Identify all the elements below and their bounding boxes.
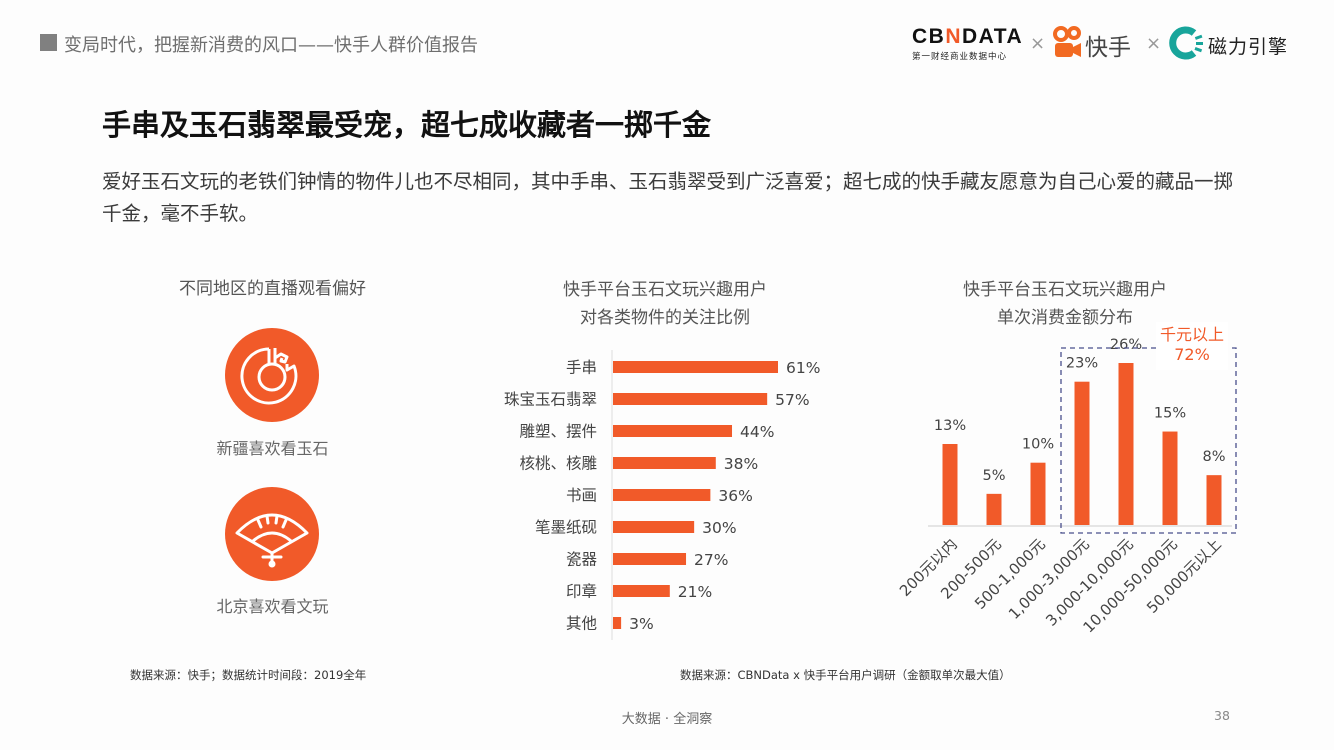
hbar-category-label: 雕塑、摆件 bbox=[519, 423, 597, 441]
hbar-category-label: 珠宝玉石翡翠 bbox=[504, 391, 597, 409]
hbar-bar bbox=[613, 457, 716, 469]
hbar-value-label: 21% bbox=[678, 583, 712, 601]
jade-pendant-icon bbox=[225, 328, 319, 422]
vbar-bar bbox=[942, 444, 958, 525]
vbar-chart-title-line1: 快手平台玉石文玩兴趣用户 bbox=[963, 280, 1167, 300]
hbar-value-label: 61% bbox=[786, 359, 820, 377]
hbar-value-label: 27% bbox=[694, 551, 728, 569]
hbar-value-label: 36% bbox=[718, 487, 752, 505]
hbar-category-label: 笔墨纸砚 bbox=[535, 519, 597, 537]
header-square-marker bbox=[40, 34, 57, 51]
hbar-category-label: 印章 bbox=[566, 583, 597, 601]
vbar-bar bbox=[1162, 431, 1178, 525]
folding-fan-icon bbox=[225, 487, 319, 581]
annotation-label: 千元以上 bbox=[1160, 325, 1224, 344]
region-label-xinjiang: 新疆喜欢看玉石 bbox=[216, 439, 329, 458]
hbar-value-label: 30% bbox=[702, 519, 736, 537]
vbar-value-label: 23% bbox=[1066, 356, 1098, 372]
kuaishou-logo-icon bbox=[1052, 26, 1084, 64]
hbar-value-label: 3% bbox=[629, 615, 654, 633]
cili-logo-text: 磁力引擎 bbox=[1208, 36, 1289, 58]
hbar-value-label: 57% bbox=[775, 391, 809, 409]
page-description: 爱好玉石文玩的老铁们钟情的物件儿也不尽相同，其中手串、玉石翡翠受到广泛喜爱；超七… bbox=[102, 170, 1234, 225]
hbar-bar bbox=[613, 361, 778, 373]
hbar-category-label: 瓷器 bbox=[566, 551, 598, 569]
cbndata-logo-subtitle: 第一财经商业数据中心 bbox=[912, 52, 1008, 62]
hbar-value-label: 38% bbox=[724, 455, 758, 473]
hbar-value-label: 44% bbox=[740, 423, 774, 441]
report-title: 变局时代，把握新消费的风口——快手人群价值报告 bbox=[64, 35, 478, 56]
vbar-value-label: 26% bbox=[1110, 337, 1142, 353]
vbar-value-label: 13% bbox=[934, 418, 966, 434]
vbar-bar bbox=[1206, 475, 1222, 525]
vbar-chart: 13%200元以内5%200-500元10%500-1,000元23%1,000… bbox=[896, 322, 1237, 636]
hbar-category-label: 手串 bbox=[566, 359, 597, 377]
page-title: 手串及玉石翡翠最受宠，超七成收藏者一掷千金 bbox=[102, 108, 712, 142]
vbar-chart-title: 快手平台玉石文玩兴趣用户 单次消费金额分布 bbox=[920, 276, 1210, 332]
vbar-value-label: 8% bbox=[1202, 449, 1225, 465]
vbar-bar bbox=[986, 493, 1002, 525]
hbar-bar bbox=[613, 521, 695, 533]
hbar-bar bbox=[613, 617, 622, 629]
left-panel-title: 不同地区的直播观看偏好 bbox=[179, 279, 366, 299]
vbar-bar bbox=[1030, 462, 1046, 525]
hbar-bar bbox=[613, 585, 670, 597]
times-separator: × bbox=[1030, 33, 1046, 54]
hbar-bar bbox=[613, 425, 733, 437]
hbar-chart-title: 快手平台玉石文玩兴趣用户 对各类物件的关注比例 bbox=[520, 276, 810, 332]
hbar-category-label: 其他 bbox=[566, 615, 597, 633]
hbar-bar bbox=[613, 553, 687, 565]
hbar-bar bbox=[613, 393, 768, 405]
hbar-category-label: 书画 bbox=[566, 487, 597, 505]
annotation-value: 72% bbox=[1174, 345, 1210, 364]
times-separator: × bbox=[1146, 33, 1162, 54]
annotation-background bbox=[1156, 322, 1228, 370]
source-note-left: 数据来源：快手；数据统计时间段：2019全年 bbox=[130, 668, 367, 682]
hbar-chart-title-line1: 快手平台玉石文玩兴趣用户 bbox=[563, 280, 767, 300]
cbndata-logo: CBNDATA 第一财经商业数据中心 bbox=[912, 25, 1024, 63]
vbar-chart-title-line2: 单次消费金额分布 bbox=[997, 308, 1133, 328]
hbar-chart-title-line2: 对各类物件的关注比例 bbox=[580, 308, 750, 328]
kuaishou-logo-text: 快手 bbox=[1085, 35, 1131, 61]
hbar-bar bbox=[613, 489, 711, 501]
hbar-category-label: 核桃、核雕 bbox=[519, 455, 597, 473]
vbar-value-label: 15% bbox=[1154, 406, 1186, 422]
footer-slogan: 大数据 · 全洞察 bbox=[621, 712, 713, 727]
hbar-chart: 手串 61% 珠宝玉石翡翠 57% 雕塑、摆件 44% 核桃、核雕 38% 书画 36% 笔墨纸砚 3… bbox=[504, 350, 820, 640]
region-label-beijing: 北京喜欢看文玩 bbox=[216, 597, 329, 616]
cbndata-logo-text: CBNDATA bbox=[912, 25, 1024, 48]
vbar-bar bbox=[1118, 363, 1134, 525]
vbar-value-label: 10% bbox=[1022, 437, 1054, 453]
page-number: 38 bbox=[1214, 708, 1230, 723]
vbar-value-label: 5% bbox=[982, 468, 1005, 484]
vbar-bar bbox=[1074, 381, 1090, 525]
source-note-right: 数据来源：CBNData x 快手平台用户调研（金额取单次最大值） bbox=[680, 668, 1011, 682]
cili-logo-icon bbox=[1168, 25, 1204, 65]
